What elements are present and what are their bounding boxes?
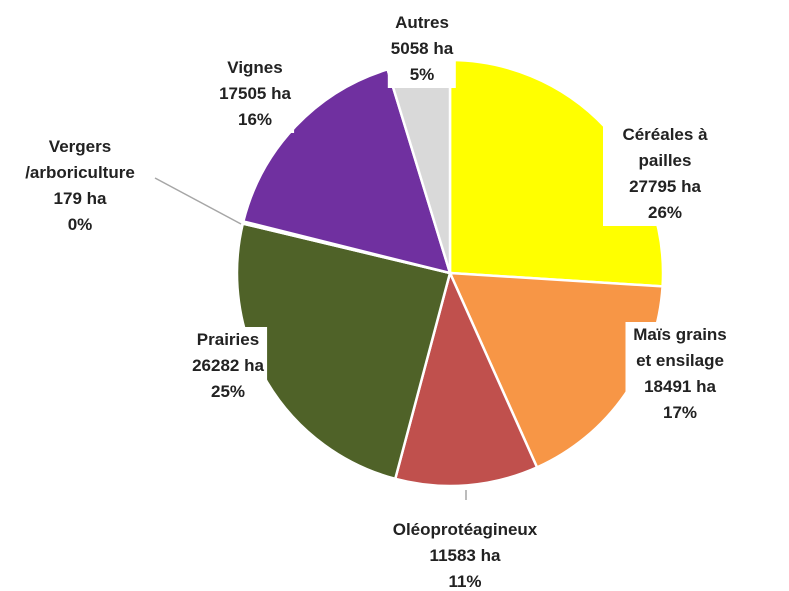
slice-label: Autres 5058 ha 5% — [387, 10, 457, 88]
slice-name: Vergers /arboriculture — [25, 137, 135, 182]
slice-name: Vignes — [227, 58, 283, 77]
slice-label: Vergers /arboriculture 179 ha 0% — [22, 134, 138, 238]
slice-label: Vignes 17505 ha 16% — [216, 55, 294, 133]
pie-slice — [235, 222, 452, 481]
slice-label: Céréales à pailles 27795 ha 26% — [603, 122, 727, 226]
slice-name: Maïs grains et ensilage — [633, 325, 727, 370]
slice-name: Prairies — [196, 330, 260, 349]
slice-percent: 5% — [409, 65, 435, 84]
slice-name: Céréales à pailles — [622, 125, 708, 170]
slice-value: 11583 ha — [429, 546, 501, 565]
slice-value: 17505 ha — [219, 84, 291, 103]
slice-name: Autres — [395, 13, 449, 32]
slice-label: Maïs grains et ensilage 18491 ha 17% — [625, 322, 735, 426]
pie-slice — [241, 67, 452, 275]
slice-percent: 16% — [237, 110, 273, 129]
slice-value: 179 ha — [53, 189, 107, 208]
slice-value: 26282 ha — [192, 356, 264, 375]
slice-percent: 25% — [210, 382, 246, 401]
slice-value: 27795 ha — [629, 177, 701, 196]
leader-line — [154, 177, 242, 225]
pie-slice — [393, 269, 539, 488]
slice-label: Oléoprotéagineux 11583 ha 11% — [389, 517, 541, 591]
slice-percent: 0% — [67, 215, 93, 234]
slice-value: 18491 ha — [644, 377, 716, 396]
slice-percent: 26% — [647, 203, 683, 222]
slice-percent: 11% — [448, 572, 482, 591]
slice-name: Oléoprotéagineux — [392, 520, 538, 539]
slice-label: Prairies 26282 ha 25% — [189, 327, 267, 405]
slice-percent: 17% — [662, 403, 698, 422]
pie-slice — [448, 271, 664, 470]
slice-value: 5058 ha — [390, 39, 454, 58]
